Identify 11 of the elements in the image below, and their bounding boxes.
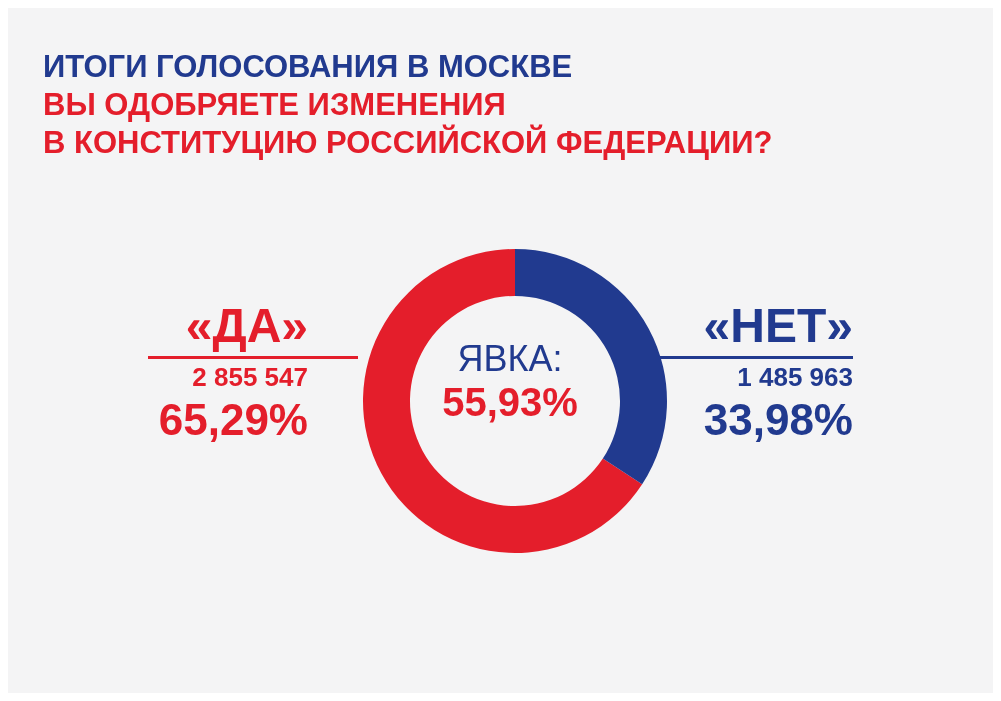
- chart-title: ИТОГИ ГОЛОСОВАНИЯ В МОСКВЕ: [43, 48, 574, 86]
- data-label: 65,29%: [158, 394, 308, 446]
- data-label: 33,98%: [703, 394, 853, 446]
- text: 1 485 963: [736, 361, 853, 394]
- text: 2 855 547: [191, 361, 308, 394]
- text: ЯВКА:: [456, 338, 564, 380]
- chart-subtitle: ВЫ ОДОБРЯЕТЕ ИЗМЕНЕНИЯ В КОНСТИТУЦИЮ РОССИЙСКОЙ ФЕДЕРАЦИИ?: [43, 86, 773, 162]
- slice-label: «ДА»: [184, 298, 308, 354]
- donut-slice: [363, 249, 643, 553]
- slice-label: «НЕТ»: [703, 298, 853, 354]
- text: 55,93%: [441, 380, 579, 425]
